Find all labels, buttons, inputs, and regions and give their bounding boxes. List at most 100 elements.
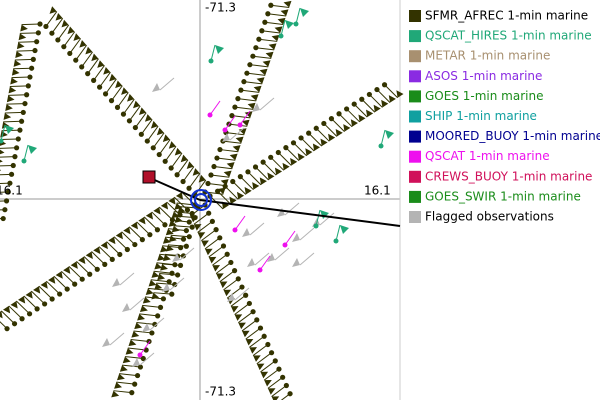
qscat-hires-flag (300, 8, 309, 17)
barb-staff (151, 211, 166, 226)
flagged-flag (252, 103, 260, 112)
barb-flag (165, 228, 174, 236)
barb-dot (217, 235, 223, 241)
barb-dot (261, 333, 267, 339)
barb-dot (298, 135, 304, 141)
barb-flag (290, 157, 298, 166)
barb-staff (193, 212, 209, 225)
barb-flag (109, 73, 117, 82)
qscat-hires-barb (335, 224, 341, 242)
qscat-hires-dot (313, 223, 319, 229)
barb-flag (168, 141, 177, 149)
barb-staff (252, 344, 269, 356)
barb-staff (139, 313, 158, 317)
barb-staff (270, 156, 285, 171)
barb-staff (91, 251, 106, 265)
barb-dot (180, 236, 187, 242)
barb-dot (209, 218, 215, 225)
barb-dot (239, 284, 245, 290)
barb-dot (183, 243, 189, 249)
barb-dot (217, 146, 223, 153)
barb-flag (198, 174, 206, 183)
barb-staff (68, 266, 83, 280)
barb-dot (147, 232, 153, 238)
barb-flag (0, 159, 3, 163)
legend-label: ASOS 1-min marine (425, 69, 542, 83)
axis-label-top: -71.3 (205, 1, 236, 15)
barb-staff (182, 166, 195, 182)
barb-flag (320, 138, 328, 147)
qscat-hires-barb (210, 44, 216, 62)
barb-dot (166, 279, 172, 285)
barb-flag (335, 128, 343, 137)
barb-flag (171, 225, 180, 233)
flagged-flag (152, 83, 160, 92)
barb-dot (144, 138, 150, 144)
barb-dot (132, 241, 138, 248)
barb-staff (164, 146, 177, 162)
barb-dot (211, 163, 217, 170)
barb-staff (159, 253, 178, 257)
barb-flag (125, 348, 134, 355)
barb-staff (83, 256, 98, 270)
barb-flag (137, 313, 145, 321)
flagged-flag (162, 283, 170, 292)
barb-flag (131, 330, 140, 338)
barb-flag (253, 85, 262, 93)
barb-flag (142, 296, 151, 304)
barb-flag (63, 266, 71, 274)
barb-flag (193, 224, 202, 231)
flagged-barb (284, 202, 300, 216)
barb-flag (145, 288, 154, 295)
flagged-flag (102, 338, 110, 347)
barb-staff (98, 246, 113, 260)
barb-dot (114, 104, 121, 110)
barb-flag (180, 154, 188, 163)
barb-flag (305, 148, 313, 156)
barb-flag (216, 273, 224, 280)
barb-dot (241, 79, 247, 85)
barb-staff (134, 112, 147, 128)
qscat-hires-dot (21, 158, 27, 164)
barb-flag (144, 114, 153, 122)
flagged-flag (292, 233, 300, 242)
barb-flag (108, 236, 116, 245)
barb-flag (205, 248, 213, 256)
barb-staff (300, 137, 315, 152)
barb-staff (376, 89, 391, 103)
barb-dot (49, 296, 55, 302)
flagged-barb (179, 247, 195, 261)
barb-dot (15, 136, 21, 142)
barb-staff (240, 89, 260, 93)
barb-staff (124, 356, 144, 360)
barb-flag (244, 187, 252, 195)
barb-flag (274, 167, 283, 176)
barb-dot (268, 2, 274, 8)
barb-dot (85, 71, 91, 77)
flagged-flag (227, 293, 235, 302)
barb-staff (293, 142, 307, 157)
barb-dot (213, 227, 219, 233)
barb-staff (315, 127, 330, 142)
barb-staff (111, 85, 123, 101)
barb-staff (285, 147, 300, 162)
barb-staff (165, 236, 184, 240)
qscat-hires-barb (280, 19, 286, 37)
barb-dot (10, 162, 16, 169)
barb-dot (328, 116, 335, 122)
barb-flag (241, 119, 250, 127)
barb-dot (246, 300, 252, 307)
barb-staff (361, 98, 376, 113)
barb-dot (186, 185, 192, 191)
barb-flag (232, 145, 241, 152)
barb-dot (129, 390, 135, 396)
barb-flag (55, 13, 63, 21)
barb-staff (331, 118, 345, 132)
barb-dot (374, 86, 380, 93)
barb-staff (249, 64, 269, 68)
barb-flag (226, 162, 235, 169)
barb-flag (267, 388, 276, 395)
barb-staff (116, 381, 135, 385)
barb-dot (137, 364, 144, 370)
legend-swatch (409, 170, 421, 183)
